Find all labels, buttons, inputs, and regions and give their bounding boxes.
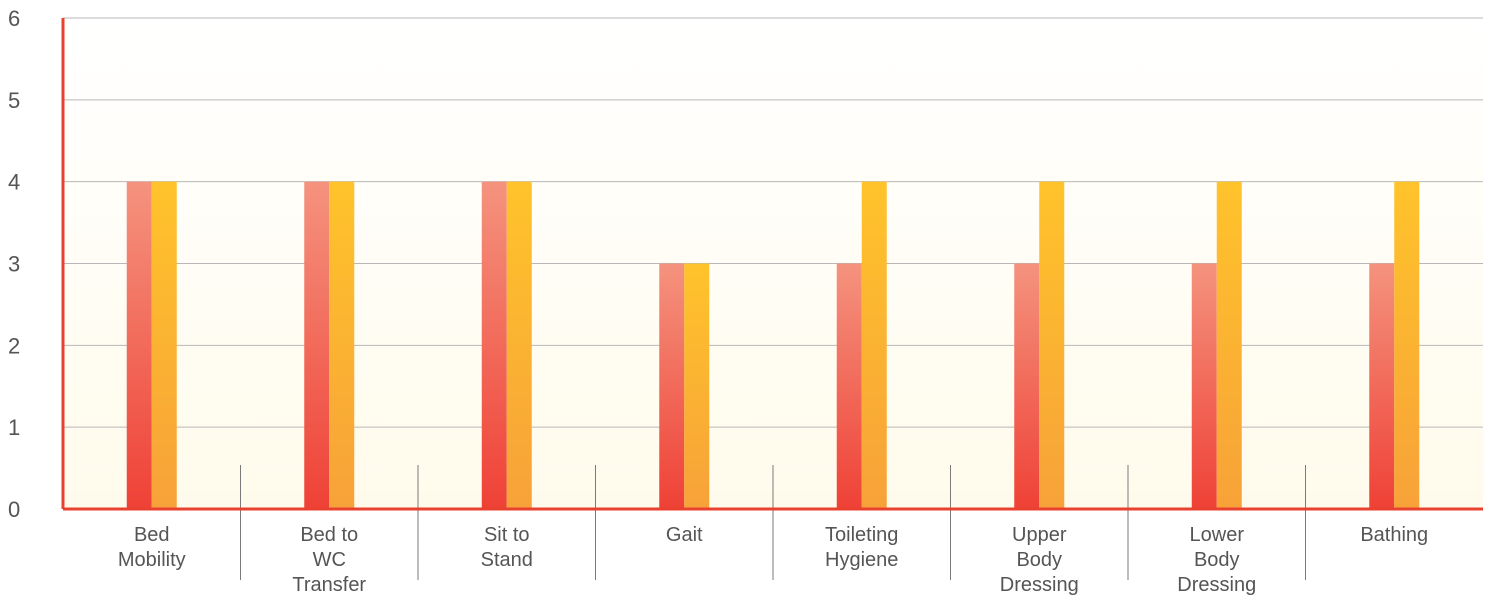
category-separators <box>240 465 1306 580</box>
grid-lines <box>63 17 1483 428</box>
bars <box>126 181 1420 509</box>
bar-series-2-cat-3 <box>506 181 532 509</box>
bar-series-2-cat-7 <box>1216 181 1242 509</box>
bar-series-1-cat-5 <box>836 263 862 509</box>
category-label: Upper Body Dressing <box>1000 524 1079 596</box>
category-label: Bed to WC Transfer <box>292 524 366 596</box>
y-tick-label: 2 <box>8 333 20 358</box>
bar-series-1-cat-6 <box>1014 263 1040 509</box>
category-label: Lower Body Dressing <box>1177 524 1256 596</box>
bar-series-1-cat-4 <box>659 263 685 509</box>
bar-series-2-cat-8 <box>1394 181 1420 509</box>
bar-series-2-cat-1 <box>151 181 177 509</box>
bar-series-1-cat-7 <box>1191 263 1217 509</box>
bar-series-2-cat-2 <box>329 181 355 509</box>
y-tick-label: 4 <box>8 170 20 195</box>
category-label: Bathing <box>1360 524 1428 546</box>
x-axis-category-labels: Bed Mobility Bed to WC Transfer Sit to Stand Ga… <box>118 524 1428 596</box>
y-tick-label: 1 <box>8 415 20 440</box>
category-label: Toileting Hygiene <box>825 524 898 571</box>
bar-series-1-cat-1 <box>126 181 152 509</box>
bar-series-1-cat-2 <box>304 181 330 509</box>
y-tick-label: 6 <box>8 6 20 31</box>
y-tick-label: 0 <box>8 497 20 522</box>
bar-series-2-cat-5 <box>861 181 887 509</box>
y-axis-tick-labels: 0 1 2 3 4 5 6 <box>8 6 20 522</box>
y-tick-label: 3 <box>8 252 20 277</box>
category-label: Gait <box>666 524 703 546</box>
bar-series-2-cat-6 <box>1039 181 1065 509</box>
category-label: Sit to Stand <box>481 524 533 571</box>
category-label: Bed Mobility <box>118 524 186 571</box>
bar-series-2-cat-4 <box>684 263 710 509</box>
bar-series-1-cat-8 <box>1369 263 1395 509</box>
y-tick-label: 5 <box>8 88 20 113</box>
bar-series-1-cat-3 <box>481 181 507 509</box>
